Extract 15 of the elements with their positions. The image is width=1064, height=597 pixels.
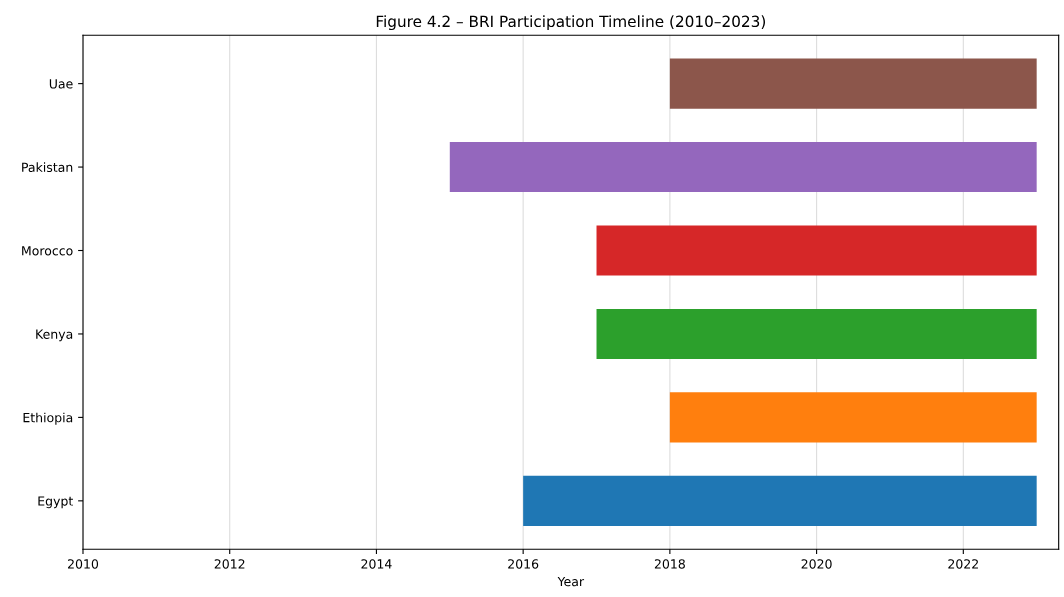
x-tick-label: 2012 bbox=[214, 559, 245, 569]
y-tick-label: Egypt bbox=[38, 496, 73, 509]
x-tick-label: 2022 bbox=[948, 559, 978, 569]
y-tick-label: Ethiopia bbox=[23, 412, 73, 425]
y-tick-label: Kenya bbox=[36, 329, 73, 342]
x-axis-title: Year bbox=[557, 577, 585, 587]
x-tick-label: 2020 bbox=[801, 559, 832, 569]
x-tick-label: 2010 bbox=[68, 559, 99, 569]
y-tick-label: Pakistan bbox=[22, 162, 73, 172]
y-tick-label: Uae bbox=[49, 79, 73, 89]
x-tick-label: 2018 bbox=[654, 559, 685, 569]
chart-title: Figure 4.2 – BRI Participation Timeline (2010–2023) bbox=[376, 15, 766, 31]
x-tick-label: 2016 bbox=[508, 559, 539, 569]
x-tick-label: 2014 bbox=[361, 559, 392, 569]
y-tick-label: Morocco bbox=[22, 246, 73, 256]
